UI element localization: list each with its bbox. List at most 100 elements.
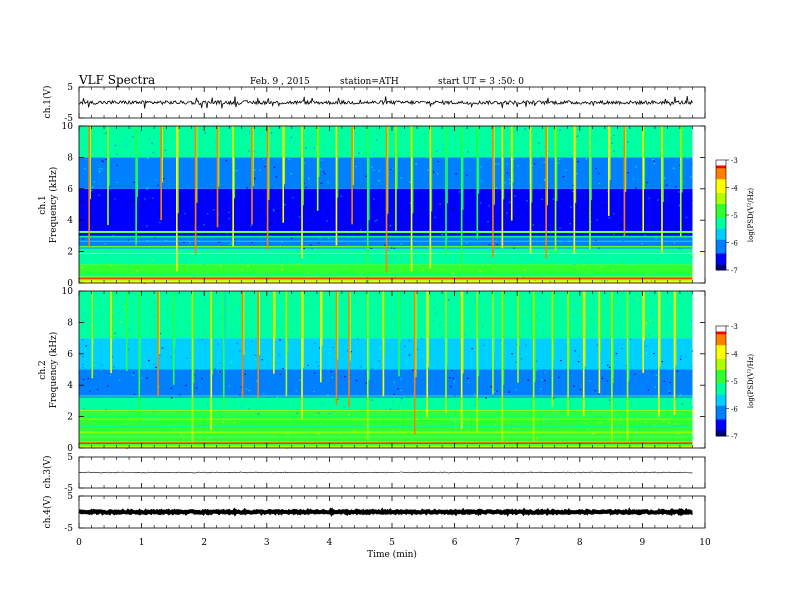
ch1-speckle xyxy=(506,163,509,165)
ch1-speckle xyxy=(114,198,116,200)
ch1-speckle xyxy=(604,155,607,157)
ch1-speckle xyxy=(243,214,245,216)
ch2-speckle xyxy=(356,302,358,304)
ch1-narrowband-line xyxy=(79,279,693,281)
ch1-speckle xyxy=(534,279,537,281)
ch1-speckle xyxy=(91,186,94,189)
ch2-speckle xyxy=(180,423,182,425)
ch2-speckle xyxy=(678,421,680,423)
ch2-impulse-halo-10 xyxy=(259,291,261,356)
ch2-speckle xyxy=(161,347,164,349)
ch2-impulse-24 xyxy=(476,291,479,434)
ch1-impulse-7 xyxy=(232,126,234,247)
ch1-speckle xyxy=(571,218,574,220)
ch1-speckle xyxy=(453,208,455,211)
ch2-speckle xyxy=(579,388,582,391)
ch2-speckle xyxy=(317,433,320,435)
ch2-speckle xyxy=(360,366,362,368)
ch2-speckle xyxy=(645,297,648,300)
ch2-impulse-halo-1 xyxy=(111,291,113,341)
ch2-speckle xyxy=(679,358,682,360)
colorbars: -3-4-5-6-7log(PSD(V²/Hz)-3-4-5-6-7log(PS… xyxy=(715,157,755,441)
ch2-speckle xyxy=(245,388,247,390)
ch2-speckle xyxy=(152,363,155,365)
ch1-speckle xyxy=(673,241,676,243)
ch1-speckle xyxy=(423,132,426,135)
ch1-speckle xyxy=(211,142,213,144)
ch1-speckle xyxy=(589,257,592,259)
ch2-speckle xyxy=(642,402,645,404)
ch2-speckle xyxy=(262,405,265,407)
ch2-speckle xyxy=(691,350,694,352)
ch2-speckle xyxy=(159,332,162,335)
ch2-speckle xyxy=(114,312,117,315)
ch1-speckle xyxy=(114,144,117,147)
ch2-speckle xyxy=(355,315,358,317)
ch2-speckle xyxy=(552,397,555,399)
ch2-speckle xyxy=(409,398,412,400)
ch1-impulse-31 xyxy=(607,126,610,216)
ch1-speckle xyxy=(436,173,439,175)
ch2-speckle xyxy=(600,347,603,349)
ch1-speckle xyxy=(598,247,600,249)
ch2-speckle xyxy=(80,295,83,297)
ch2-narrowband-line xyxy=(79,416,693,418)
cb2-swatch xyxy=(716,359,726,363)
ch1-speckle xyxy=(541,198,544,200)
ch1-speckle xyxy=(149,155,152,158)
cb1-swatch xyxy=(716,171,726,175)
ch2-speckle xyxy=(179,394,182,396)
ch1-speckle xyxy=(480,180,483,182)
ch2-impulse-22 xyxy=(445,291,447,414)
ch2-impulse-halo-4 xyxy=(158,291,160,355)
ch3-waveform-trace xyxy=(78,471,693,474)
ch2-speckle xyxy=(244,373,247,375)
ch1-speckle xyxy=(166,152,169,154)
ch2-impulse-37 xyxy=(673,291,676,415)
x-axis-label: Time (min) xyxy=(367,549,417,560)
ch1-speckle xyxy=(201,216,204,218)
ch1-speckle xyxy=(436,241,438,243)
ch1-impulse-halo-8 xyxy=(252,126,254,186)
ch2-speckle xyxy=(617,355,620,358)
ch1-speckle xyxy=(273,166,276,168)
ch1-speckle xyxy=(542,206,544,208)
ch2-speckle xyxy=(278,408,281,411)
ch2-impulse-halo-21 xyxy=(428,291,430,367)
ch2-speckle xyxy=(323,343,325,345)
ch1-speckle xyxy=(506,172,509,174)
ch2-speckle xyxy=(342,438,344,440)
ch2-speckle xyxy=(416,348,419,351)
ch2-speckle xyxy=(105,409,107,411)
ch2-speckle xyxy=(347,301,349,303)
ch1-speckle xyxy=(650,186,652,188)
ch1-speckle xyxy=(620,281,623,284)
ch1-speckle xyxy=(180,199,182,202)
cb2-swatch xyxy=(716,348,726,352)
ch2-speckle xyxy=(240,405,242,407)
ch1-speckle xyxy=(277,275,279,278)
ch2-speckle xyxy=(459,417,462,419)
ch1-speckle xyxy=(533,191,536,194)
ch1-speckle xyxy=(150,147,152,149)
ch2-speckle xyxy=(135,365,137,367)
ch1-speckle xyxy=(506,255,509,258)
ch2-speckle xyxy=(111,356,114,358)
ch2-speckle xyxy=(333,379,336,381)
ch2-speckle xyxy=(475,302,477,304)
ch1-speckle xyxy=(548,263,550,265)
ch1-speckle xyxy=(670,198,672,200)
ch1-speckle xyxy=(158,225,160,227)
ch2-speckle xyxy=(348,414,350,416)
ch1-speckle xyxy=(321,159,323,161)
ch2-speckle xyxy=(315,361,318,364)
ch1-speckle xyxy=(422,269,424,271)
ch1-speckle xyxy=(279,234,282,236)
ch1-speckle xyxy=(322,171,325,173)
ch1-speckle xyxy=(213,147,215,150)
ch1-speckle xyxy=(81,280,84,282)
ch2-speckle xyxy=(530,324,532,326)
ch1-speckle xyxy=(463,221,465,223)
ch1-speckle xyxy=(627,172,629,174)
